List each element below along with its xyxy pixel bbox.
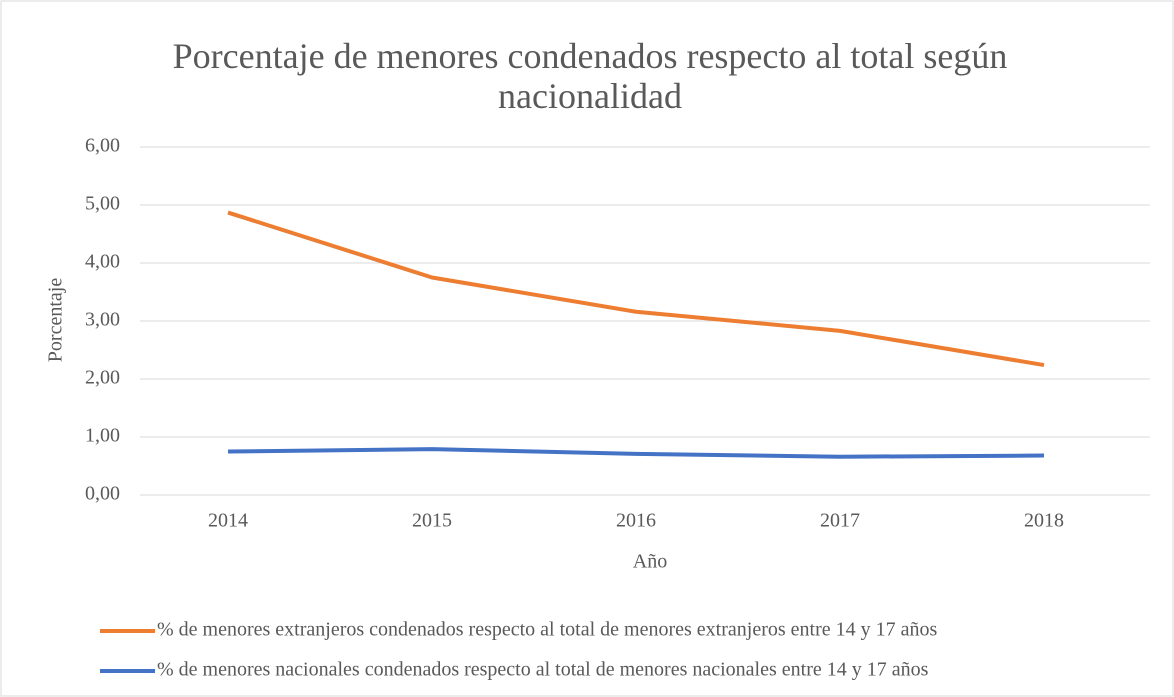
x-tick-label: 2017	[820, 510, 860, 532]
y-tick-label: 4,00	[85, 251, 120, 273]
x-tick-label: 2015	[412, 510, 452, 532]
legend-label: % de menores extranjeros condenados resp…	[157, 619, 937, 641]
series-line	[227, 210, 1045, 368]
chart-title: Porcentaje de menores condenados respect…	[172, 36, 1008, 116]
y-tick-label: 3,00	[85, 309, 120, 331]
y-tick-label: 0,00	[85, 483, 120, 505]
y-tick-label: 6,00	[85, 135, 120, 157]
x-axis-title: Año	[633, 551, 667, 573]
legend-label: % de menores nacionales condenados respe…	[157, 659, 929, 681]
x-tick-label: 2014	[208, 510, 248, 532]
y-axis-title: Porcentaje	[45, 278, 67, 363]
y-tick-label: 2,00	[85, 367, 120, 389]
y-tick-label: 5,00	[85, 193, 120, 215]
x-tick-label: 2016	[616, 510, 656, 532]
x-tick-label: 2018	[1024, 510, 1064, 532]
series-line	[227, 447, 1045, 459]
y-tick-label: 1,00	[85, 425, 120, 447]
